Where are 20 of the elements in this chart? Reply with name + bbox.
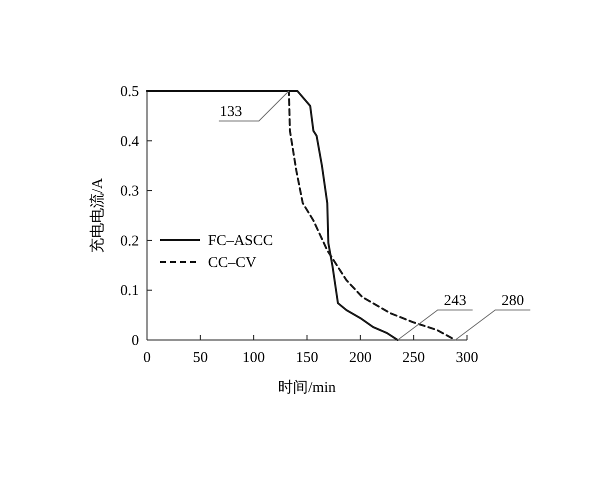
y-tick-label: 0.5: [120, 84, 139, 100]
x-tick-label: 50: [192, 350, 208, 366]
x-tick-label: 100: [242, 350, 265, 366]
x-tick-label: 0: [143, 350, 151, 366]
x-tick-label: 250: [402, 350, 425, 366]
legend-label: FC–ASCC: [208, 233, 274, 249]
y-tick-label: 0.3: [120, 184, 139, 200]
x-tick-label: 300: [456, 350, 478, 366]
annotation: 243: [444, 293, 466, 309]
annotation: 280: [502, 293, 524, 309]
legend-label: CC–CV: [208, 255, 257, 271]
x-axis-title: 时间/min: [278, 379, 336, 396]
x-tick-label: 150: [296, 350, 318, 366]
y-tick-label: 0.1: [120, 283, 139, 300]
x-tick-label: 200: [349, 350, 372, 366]
y-tick-label: 0: [132, 333, 139, 349]
y-axis-title: 充电电流/A: [89, 178, 106, 253]
y-tick-label: 0.2: [120, 233, 139, 250]
annotation: 133: [220, 104, 242, 120]
y-tick-label: 0.4: [120, 134, 140, 150]
